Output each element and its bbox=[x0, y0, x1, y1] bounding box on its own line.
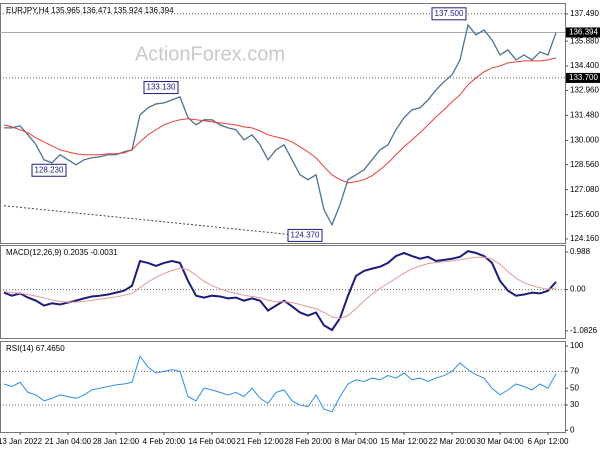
y-tick-label: 0 bbox=[570, 425, 575, 434]
x-tick-label: 22 Mar 20:00 bbox=[428, 437, 476, 446]
series-line bbox=[3, 250, 557, 332]
x-tick-label: 14 Feb 04:00 bbox=[188, 437, 236, 446]
y-tick-label: 132.960 bbox=[570, 86, 599, 95]
y-tick-label: 124.160 bbox=[570, 234, 599, 243]
annotation-label: 133.130 bbox=[147, 83, 176, 92]
panel-title: MACD(12,26,9) 0.2035 -0.0031 bbox=[6, 248, 118, 257]
x-tick-label: 21 Feb 12:00 bbox=[236, 437, 284, 446]
y-tick-label: 135.880 bbox=[570, 36, 599, 45]
series-line bbox=[3, 57, 557, 184]
x-tick-label: 28 Feb 20:00 bbox=[284, 437, 332, 446]
y-tick-label: 137.490 bbox=[570, 9, 599, 18]
y-tick-label: 30 bbox=[570, 400, 579, 409]
annotation-label: 128.230 bbox=[35, 165, 64, 174]
panel-frame bbox=[0, 341, 566, 433]
x-tick-label: 6 Apr 12:00 bbox=[528, 437, 569, 446]
x-tick-label: 15 Mar 12:00 bbox=[380, 437, 428, 446]
series-line bbox=[4, 23, 557, 227]
level-label: 136.394 bbox=[569, 28, 598, 37]
annotation-box bbox=[31, 163, 67, 177]
y-tick-label: 127.080 bbox=[570, 185, 599, 194]
y-tick-label: 125.600 bbox=[570, 210, 599, 219]
panel-frame bbox=[0, 3, 566, 244]
x-tick-label: 8 Mar 04:00 bbox=[335, 437, 378, 446]
trendline bbox=[3, 205, 293, 236]
y-tick-label: 130.000 bbox=[570, 135, 599, 144]
y-tick-label: 0.00 bbox=[570, 285, 586, 294]
y-tick-label: 70 bbox=[570, 366, 579, 375]
y-tick-label: 131.480 bbox=[570, 111, 599, 120]
level-label-box bbox=[566, 27, 600, 38]
level-label: 133.700 bbox=[569, 73, 598, 82]
watermark: ActionForex.com bbox=[135, 43, 285, 65]
annotation-label: 137.500 bbox=[435, 9, 464, 18]
level-label-box bbox=[566, 72, 600, 83]
series-line bbox=[3, 256, 557, 320]
y-tick-label: 50 bbox=[570, 383, 579, 392]
annotation-label: 124.370 bbox=[291, 231, 320, 240]
x-tick-label: 21 Jan 04:00 bbox=[45, 437, 92, 446]
panel-frame bbox=[0, 245, 566, 339]
y-tick-label: 134.400 bbox=[570, 61, 599, 70]
x-tick-label: 30 Mar 04:00 bbox=[476, 437, 524, 446]
annotation-box bbox=[143, 81, 179, 95]
series-line bbox=[3, 355, 557, 413]
panel-title: RSI(14) 67.4650 bbox=[6, 344, 65, 353]
y-tick-label: -1.0826 bbox=[570, 326, 598, 335]
y-tick-label: 128.560 bbox=[570, 160, 599, 169]
panel-title: EURJPY,H4 135.965 136.471 135.924 136.39… bbox=[6, 6, 174, 15]
y-tick-label: 100 bbox=[570, 341, 584, 350]
x-tick-label: 28 Jan 12:00 bbox=[93, 437, 140, 446]
annotation-box bbox=[287, 228, 323, 242]
x-tick-label: 13 Jan 2022 bbox=[0, 437, 43, 446]
x-tick-label: 4 Feb 20:00 bbox=[143, 437, 186, 446]
annotation-box bbox=[431, 7, 467, 21]
y-tick-label: 0.988 bbox=[570, 247, 591, 256]
